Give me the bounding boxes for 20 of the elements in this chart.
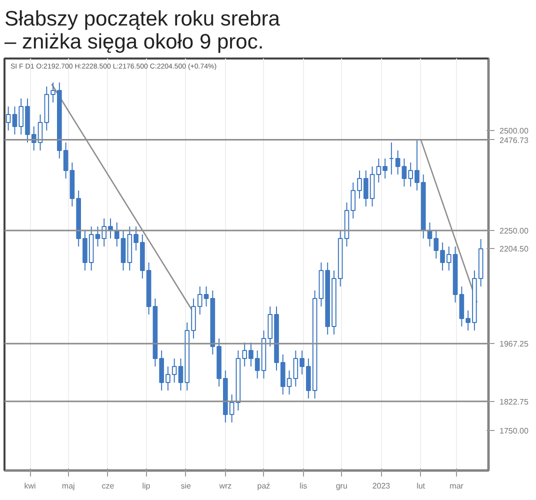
x-tick-label: cze [102,482,115,490]
y-tick-label: 2500.00 [500,126,529,136]
x-tick-label: gru [336,482,348,490]
x-tick-label: wrz [218,482,232,490]
x-tick-label: sie [180,482,192,490]
chart-title: Słabszy początek roku srebra – zniżka sięga około 9 proc. [4,8,280,54]
ref-line-label: 1967.25 [500,340,529,349]
x-tick-label: kwi [24,482,36,490]
x-tick-label: paź [257,482,270,490]
y-tick-label: 2204.50 [500,244,529,254]
y-tick-label: 1750.00 [500,426,529,436]
x-tick-label: lut [416,482,426,490]
ref-line-label: 2476.73 [500,136,529,145]
x-tick-label: 2023 [372,482,391,490]
ref-line-label: 1822.75 [500,397,529,406]
x-tick-label: mar [450,482,464,490]
x-tick-label: lip [142,482,151,490]
y-tick-label: 2250.00 [500,226,529,236]
x-tick-label: lis [300,482,308,490]
x-tick-label: maj [62,482,76,490]
